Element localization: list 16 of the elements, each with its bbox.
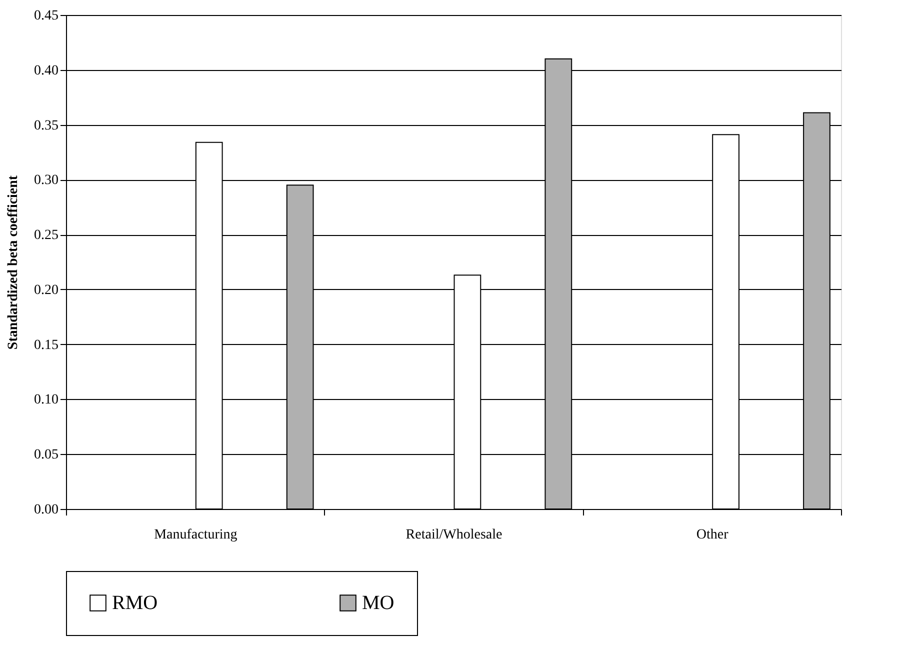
x-tick-label: Retail/Wholesale (406, 528, 502, 542)
y-tick-label: 0.40 (34, 63, 58, 78)
y-tick-label: 0.35 (34, 118, 58, 134)
y-tick-label: 0.15 (34, 338, 58, 353)
y-tick-label: 0.10 (34, 392, 58, 408)
y-tick-label: 0.05 (34, 448, 58, 463)
y-tick-label: 0.45 (34, 8, 58, 24)
legend-label: RMO (112, 592, 158, 614)
x-tick-label: Other (696, 528, 729, 542)
y-tick-label: 0.30 (34, 173, 58, 188)
x-tick-label: Manufacturing (154, 528, 238, 542)
y-axis-title: Standardized beta coefficient (6, 175, 21, 350)
y-tick-label: 0.25 (34, 228, 58, 244)
y-tick-label: 0.20 (34, 282, 58, 298)
y-tick-label: 0.00 (34, 502, 58, 518)
legend-label: MO (362, 592, 394, 614)
